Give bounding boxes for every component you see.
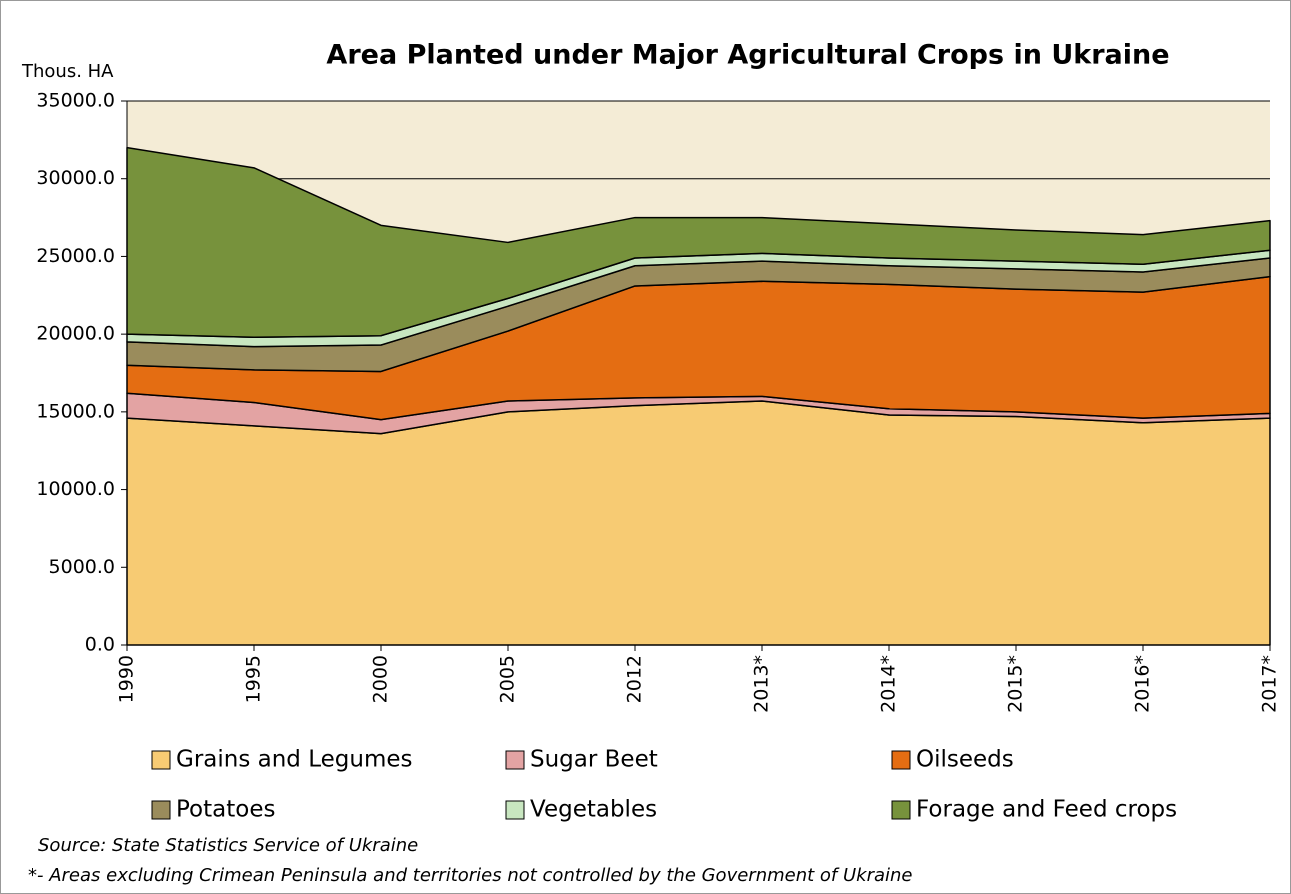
legend-label: Oilseeds — [916, 747, 1014, 773]
x-tick-label: 2013* — [751, 655, 773, 713]
legend-swatch — [891, 800, 911, 820]
y-tick-label: 15000.0 — [36, 400, 115, 422]
y-tick-label: 10000.0 — [36, 478, 115, 500]
footnote: *- Areas excluding Crimean Peninsula and… — [28, 865, 913, 886]
legend-label: Grains and Legumes — [176, 747, 413, 773]
legend-label: Vegetables — [530, 797, 657, 823]
legend-label: Sugar Beet — [530, 747, 658, 773]
area — [126, 146, 1271, 339]
legend-swatch — [891, 750, 911, 770]
x-tick-label: 2005 — [497, 655, 519, 703]
y-tick-label: 25000.0 — [36, 245, 115, 267]
y-tick-label: 35000.0 — [36, 90, 115, 112]
legend-label: Forage and Feed crops — [916, 797, 1177, 823]
source: Source: State Statistics Service of Ukra… — [38, 835, 418, 856]
area — [126, 400, 1271, 646]
y-tick-label: 5000.0 — [49, 556, 115, 578]
legend-label: Potatoes — [176, 797, 275, 823]
x-tick-label: 1995 — [243, 655, 265, 703]
legend-swatch — [505, 800, 525, 820]
legend-swatch — [151, 800, 171, 820]
y-axis-label: Thous. HA — [21, 61, 114, 82]
x-tick-label: 2017* — [1259, 655, 1281, 713]
legend-swatch — [151, 750, 171, 770]
y-tick-label: 0.0 — [85, 634, 115, 656]
x-tick-label: 2016* — [1132, 655, 1154, 713]
x-tick-label: 2000 — [370, 655, 392, 703]
chart-title: Area Planted under Major Agricultural Cr… — [326, 40, 1169, 71]
x-tick-label: 2014* — [878, 655, 900, 713]
y-tick-label: 20000.0 — [36, 323, 115, 345]
x-tick-label: 1990 — [116, 655, 138, 703]
x-tick-label: 2012 — [624, 655, 646, 703]
legend-swatch — [505, 750, 525, 770]
x-tick-label: 2015* — [1005, 655, 1027, 713]
y-tick-label: 30000.0 — [36, 167, 115, 189]
